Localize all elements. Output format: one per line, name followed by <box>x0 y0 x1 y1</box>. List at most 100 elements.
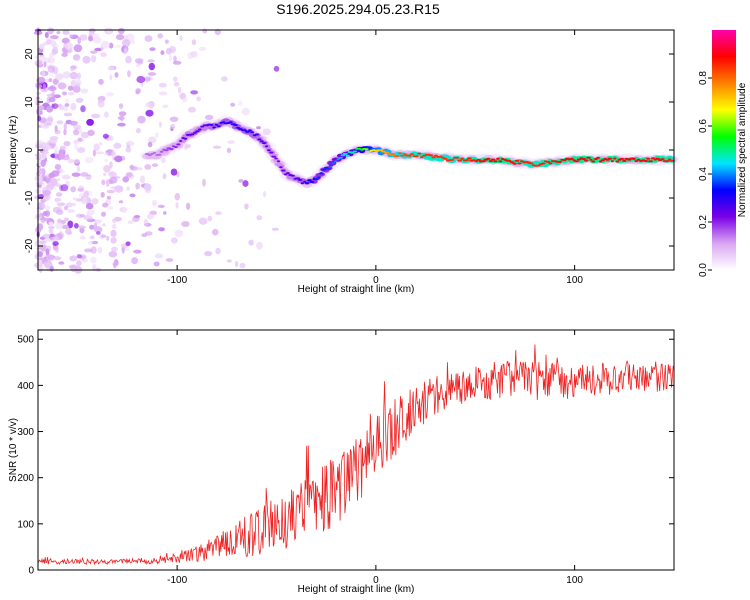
spectrogram-noise-cell <box>100 234 107 238</box>
spectrogram-noise-cell <box>101 211 106 217</box>
spectrogram-ridge-cell <box>586 156 591 159</box>
spectrogram-noise-cell <box>36 76 46 84</box>
spectrogram-ridge-cell <box>214 123 219 126</box>
spectrogram-ridge-cell <box>156 153 162 156</box>
spectrogram-noise-cell <box>90 55 97 63</box>
spectrogram-noise-cell <box>179 35 183 42</box>
spectrogram-noise-cell <box>147 72 157 76</box>
spectrogram-ridge-cell <box>509 161 515 164</box>
spectrogram-ridge-cell <box>309 180 315 183</box>
spectrogram-ridge-cell <box>286 172 290 175</box>
spectrogram-noise-cell <box>74 223 79 229</box>
spectrogram-noise-cell <box>102 223 106 227</box>
spectrogram-noise-cell <box>212 145 222 149</box>
spectrogram-ridge-cell <box>615 160 620 163</box>
spectrogram-noise-cell <box>54 125 58 132</box>
spectrogram-ridge-cell <box>451 158 455 161</box>
spectrogram-noise-cell <box>88 241 94 245</box>
spectrogram-noise-cell <box>136 75 146 84</box>
spectrogram-noise-cell <box>109 74 113 81</box>
spectrogram-noise-cell <box>87 129 95 136</box>
spectrogram-ridge-cell <box>257 138 262 141</box>
spectrogram-ridge-cell <box>261 142 267 144</box>
spectrogram-noise-cell <box>107 135 114 141</box>
spectrogram-noise-cell <box>34 59 43 67</box>
spectrogram-ridge-cell <box>248 129 252 132</box>
spectrogram-noise-cell <box>84 248 93 253</box>
spectrogram-noise-cell <box>204 251 213 257</box>
spectrogram-noise-cell <box>65 153 69 157</box>
spectrogram-noise-cell <box>37 105 45 111</box>
spectrogram-ridge-cell <box>164 149 169 152</box>
spectrogram-noise-cell <box>271 227 279 231</box>
spectrogram-ridge-cell <box>314 178 319 181</box>
spectrogram-noise-cell <box>44 210 51 217</box>
spectrogram-ridge-cell <box>596 156 600 159</box>
spectrogram-ridge-cell <box>265 145 269 148</box>
spectrogram-noise-cell <box>74 143 79 151</box>
spectrogram-noise-cell <box>64 98 70 103</box>
colorbar: 0.0 0.2 0.4 0.6 0.8 Normalized spectral ampl… <box>698 30 748 277</box>
spectrogram-ridge-cell <box>243 129 247 132</box>
spectrogram-noise-cell <box>181 221 190 227</box>
spectrogram-noise-cell <box>80 172 89 177</box>
spectrogram-noise-cell <box>42 83 47 91</box>
spectrogram-noise-cell <box>215 247 221 255</box>
spectrogram-noise-cell <box>48 221 54 226</box>
spectrogram-ridge-cell <box>667 158 672 161</box>
spectrogram-noise-cell <box>43 61 47 68</box>
spectrogram-x-tick-label: 100 <box>566 275 583 286</box>
spectrogram-noise-cell <box>157 204 165 208</box>
spectrogram-noise-cell <box>130 39 135 45</box>
spectrogram-ridge-cell <box>334 160 338 163</box>
spectrogram-ridge-cell <box>210 124 214 126</box>
colorbar-tick-label: 0.8 <box>698 71 709 85</box>
colorbar-tick-label: 0.4 <box>698 167 709 181</box>
spectrogram-noise-cell <box>39 117 47 124</box>
spectrogram-noise-cell <box>90 50 98 54</box>
spectrogram-cells <box>33 27 680 274</box>
spectrogram-noise-cell <box>248 239 254 246</box>
spectrogram-noise-cell <box>63 112 73 117</box>
spectrogram-noise-cell <box>58 261 65 265</box>
spectrogram-ridge-cell <box>631 157 636 160</box>
spectrogram-noise-cell <box>237 100 243 107</box>
spectrogram-noise-cell <box>81 197 88 205</box>
spectrogram-noise-cell <box>48 72 54 77</box>
spectrogram-noise-cell <box>117 116 125 120</box>
spectrogram-noise-cell <box>122 207 126 214</box>
spectrogram-noise-cell <box>106 235 110 241</box>
spectrogram-noise-cell <box>83 190 89 198</box>
spectrogram-noise-cell <box>79 235 86 240</box>
spectrogram-ridge-cell <box>481 160 486 163</box>
spectrogram-ridge-cell <box>200 125 205 128</box>
spectrogram-ridge-cell <box>443 157 448 160</box>
spectrogram-noise-cell <box>123 48 128 55</box>
spectrogram-noise-cell <box>57 177 61 182</box>
spectrogram-noise-cell <box>79 34 88 41</box>
spectrogram-noise-cell <box>91 113 101 119</box>
spectrogram-noise-cell <box>62 30 70 35</box>
spectrogram-ridge-cell <box>403 153 407 156</box>
spectrogram-noise-cell <box>78 225 86 229</box>
colorbar-tick-label: 0.0 <box>698 263 709 277</box>
spectrogram-ridge-cell <box>655 157 660 160</box>
spectrogram-noise-cell <box>162 173 167 180</box>
spectrogram-noise-cell <box>114 155 123 163</box>
spectrogram-noise-cell <box>158 91 168 96</box>
spectrogram-noise-cell <box>52 241 59 247</box>
spectrogram-ridge-cell <box>669 159 675 162</box>
spectrogram-ridge-cell <box>176 143 181 146</box>
spectrogram-noise-cell <box>55 192 63 197</box>
snr-y-tick-label: 200 <box>17 473 34 484</box>
spectrogram-noise-cell <box>153 261 160 267</box>
spectrogram-ridge-cell <box>431 156 436 159</box>
spectrogram-noise-cell <box>45 117 53 125</box>
spectrogram-noise-cell <box>56 30 61 35</box>
spectrogram-y-tick-label: 20 <box>24 48 35 60</box>
spectrogram-noise-cell <box>76 254 83 259</box>
spectrogram-y-tick-label: -20 <box>24 238 35 253</box>
spectrogram-noise-cell <box>67 209 75 213</box>
spectrogram-noise-cell <box>46 105 54 113</box>
spectrogram-noise-cell <box>41 150 47 159</box>
